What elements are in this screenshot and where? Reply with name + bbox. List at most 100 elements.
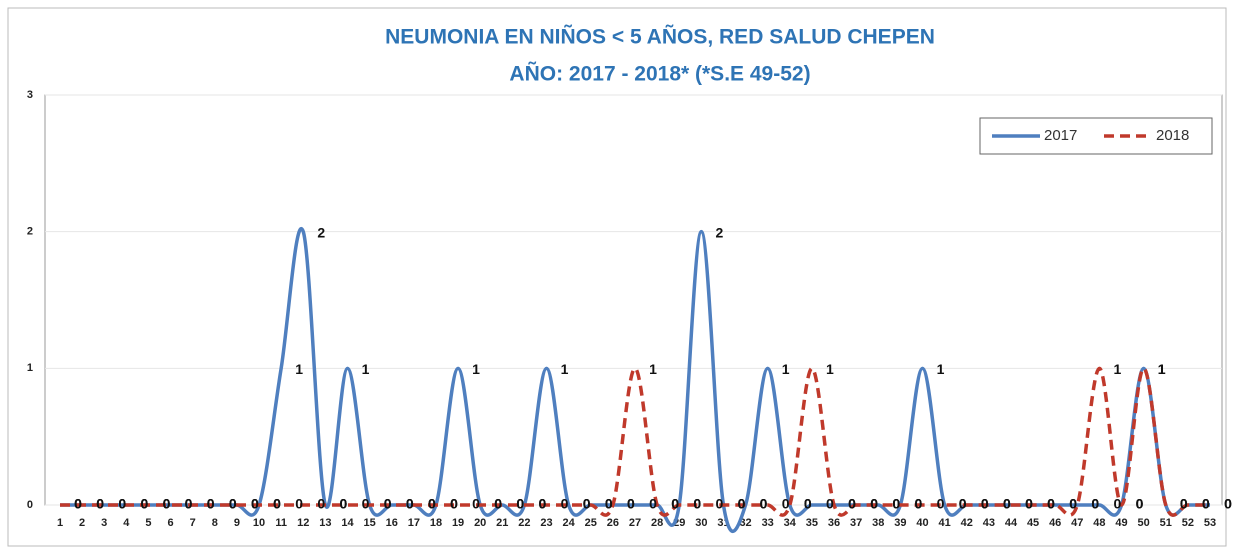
data-label: 0	[804, 496, 812, 512]
data-label: 0	[384, 496, 392, 512]
series-line	[60, 227, 1210, 533]
data-label: 0	[1003, 496, 1011, 512]
data-label: 0	[163, 496, 171, 512]
chart-frame	[7, 7, 1227, 547]
x-tick-label: 10	[253, 517, 265, 529]
data-label: 0	[583, 496, 591, 512]
x-tick-label: 4	[123, 517, 130, 529]
data-label: 0	[1114, 496, 1122, 512]
data-label: 0	[693, 496, 701, 512]
data-label: 0	[74, 496, 82, 512]
plot-area	[44, 94, 1223, 506]
data-label: 0	[251, 496, 259, 512]
x-tick-label: 8	[212, 517, 218, 529]
data-label: 0	[1091, 496, 1099, 512]
data-label: 0	[1224, 496, 1232, 512]
data-label: 0	[715, 496, 723, 512]
data-label: 0	[1003, 496, 1011, 512]
data-label: 2	[715, 224, 723, 240]
legend-label: 2017	[1044, 127, 1077, 144]
data-label: 1	[1158, 361, 1166, 377]
data-label: 0	[118, 496, 126, 512]
data-label: 0	[362, 496, 370, 512]
data-label: 0	[1136, 496, 1144, 512]
data-label: 0	[804, 496, 812, 512]
data-label: 0	[959, 496, 967, 512]
data-label: 2	[317, 224, 325, 240]
x-tick-label: 7	[190, 517, 196, 529]
y-tick-label: 3	[27, 89, 33, 101]
data-label: 0	[140, 496, 148, 512]
chart-subtitle: AÑO: 2017 - 2018* (*S.E 49-52)	[509, 63, 810, 86]
data-label: 0	[848, 496, 856, 512]
x-tick-label: 21	[496, 517, 508, 529]
data-label: 0	[649, 496, 657, 512]
x-tick-label: 2	[79, 517, 85, 529]
x-tick-label: 9	[234, 517, 240, 529]
x-tick-label: 46	[1049, 517, 1061, 529]
x-tick-label: 53	[1204, 517, 1216, 529]
x-tick-label: 50	[1138, 517, 1150, 529]
x-tick-label: 13	[319, 517, 331, 529]
x-tick-label: 20	[474, 517, 486, 529]
data-label: 0	[1025, 496, 1033, 512]
x-tick-label: 40	[916, 517, 928, 529]
y-tick-label: 2	[27, 226, 33, 238]
data-label: 1	[826, 361, 834, 377]
data-label: 0	[848, 496, 856, 512]
data-label: 0	[561, 496, 569, 512]
x-tick-label: 24	[563, 517, 576, 529]
data-label: 0	[981, 496, 989, 512]
x-tick-label: 33	[762, 517, 774, 529]
x-tick-label: 44	[1005, 517, 1018, 529]
data-label: 1	[561, 361, 569, 377]
data-label: 0	[185, 496, 193, 512]
x-tick-label: 18	[430, 517, 442, 529]
data-label: 0	[605, 496, 613, 512]
data-label: 0	[384, 496, 392, 512]
x-tick-label: 12	[297, 517, 309, 529]
data-label: 0	[1202, 496, 1210, 512]
x-tick-label: 27	[629, 517, 641, 529]
x-tick-label: 6	[168, 517, 174, 529]
x-tick-label: 39	[894, 517, 906, 529]
x-tick-label: 35	[806, 517, 818, 529]
x-tick-label: 5	[145, 517, 151, 529]
data-label: 0	[539, 496, 547, 512]
data-label: 0	[671, 496, 679, 512]
x-tick-label: 43	[983, 517, 995, 529]
data-label: 0	[494, 496, 502, 512]
data-label: 0	[693, 496, 701, 512]
x-tick-label: 37	[850, 517, 862, 529]
x-tick-label: 41	[938, 517, 950, 529]
x-tick-label: 3	[101, 517, 107, 529]
data-label: 0	[207, 496, 215, 512]
x-tick-label: 16	[386, 517, 398, 529]
x-tick-label: 32	[739, 517, 751, 529]
data-label: 1	[362, 361, 370, 377]
data-label: 0	[1180, 496, 1188, 512]
x-tick-label: 36	[828, 517, 840, 529]
data-label: 0	[450, 496, 458, 512]
data-label: 1	[1114, 361, 1122, 377]
x-tick-label: 15	[363, 517, 375, 529]
data-label: 0	[1091, 496, 1099, 512]
x-tick-label: 14	[341, 517, 354, 529]
data-label: 0	[1180, 496, 1188, 512]
data-label: 0	[1069, 496, 1077, 512]
x-tick-label: 47	[1071, 517, 1083, 529]
data-label: 0	[1224, 496, 1232, 512]
data-label: 0	[96, 496, 104, 512]
data-label: 0	[406, 496, 414, 512]
data-label: 0	[870, 496, 878, 512]
x-tick-label: 19	[452, 517, 464, 529]
x-tick-label: 28	[651, 517, 663, 529]
data-label: 0	[914, 496, 922, 512]
data-label: 0	[339, 496, 347, 512]
data-label: 0	[185, 496, 193, 512]
data-label: 0	[627, 496, 635, 512]
data-label: 0	[1047, 496, 1055, 512]
data-label: 1	[1158, 361, 1166, 377]
data-label: 0	[1025, 496, 1033, 512]
data-label: 0	[627, 496, 635, 512]
